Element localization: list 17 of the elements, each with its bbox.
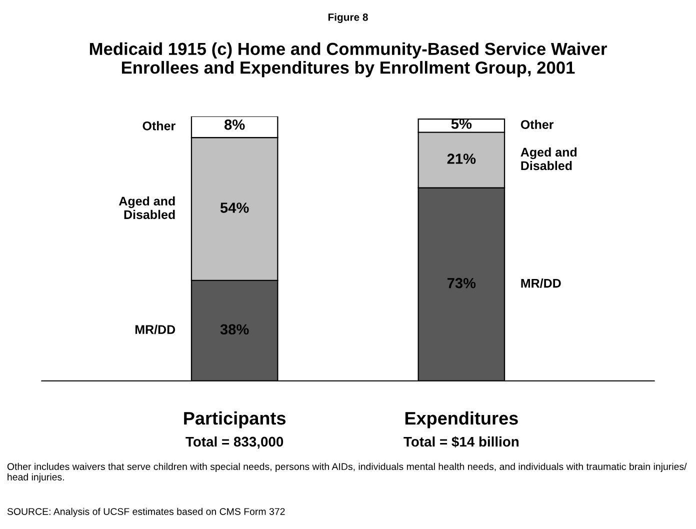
data-label: 8%: [224, 119, 245, 130]
chart-subtitle: Figure 8: [328, 13, 368, 23]
data-label: 38%: [220, 324, 249, 335]
data-label: 21%: [447, 154, 476, 164]
source-note: SOURCE: Analysis of UCSF estimates based on CMS Form 372: [7, 508, 285, 517]
data-label: 54%: [220, 202, 249, 213]
text: Other: [520, 120, 554, 129]
x-tick-label: Participants Total = 833,000: [184, 411, 286, 449]
series-label: MR/DD: [135, 324, 176, 334]
series-label: Aged and Disabled: [520, 147, 577, 170]
text: Aged and Disabled: [118, 196, 175, 220]
chart-title: Medicaid 1915 (c) Home and Community-Based Service Waiver Enrollees and Expenditures by Enrollment Group, 2001: [90, 42, 607, 78]
text: MR/DD: [521, 278, 561, 288]
x-tick-label: Expenditures Total = $14 billion: [404, 411, 519, 448]
data-label: 73%: [447, 278, 476, 288]
series-label: Other: [142, 121, 176, 130]
text: Other includes waivers that serve children with special needs, persons with AIDs, individuals mental health needs, and individuals with traumatic brain injuries/ head injuries.: [7, 462, 687, 482]
